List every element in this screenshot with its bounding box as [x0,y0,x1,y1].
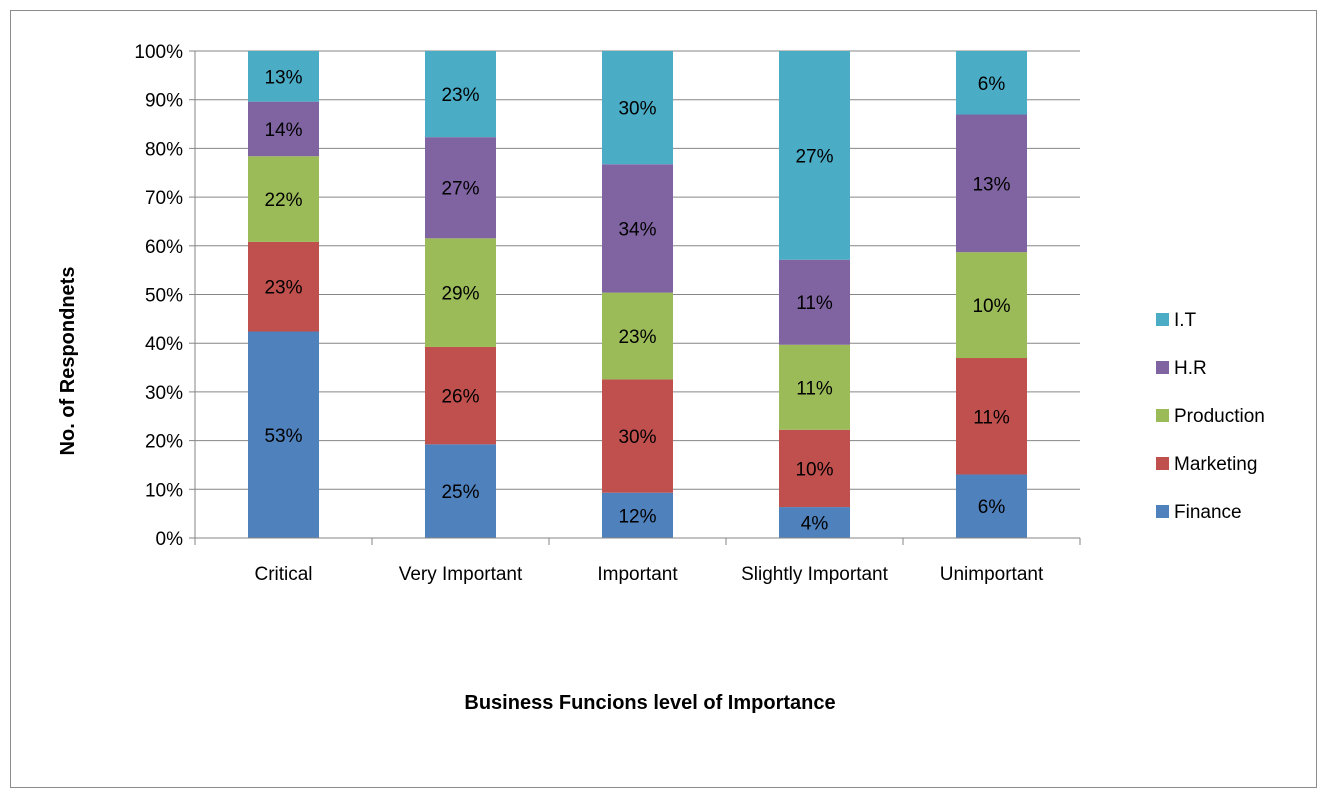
bar-finance-2 [425,444,496,538]
bar-h-r-1 [248,101,319,157]
data-label: 4% [801,514,829,535]
x-tick-label: Critical [254,564,312,585]
data-label: 14% [264,120,302,141]
data-label: 11% [796,293,833,314]
legend-swatch [1156,361,1169,374]
data-label: 27% [441,179,479,200]
data-label: 30% [618,427,656,448]
data-label: 22% [264,190,302,211]
bar-i-t-1 [248,51,319,102]
legend-swatch [1156,457,1169,470]
data-label: 12% [618,506,656,527]
data-label: 23% [264,278,302,299]
legend-label: H.R [1174,358,1207,379]
y-tick-label: 80% [145,139,183,160]
y-tick-label: 50% [145,286,183,307]
data-label: 13% [264,67,302,88]
data-label: 23% [618,327,656,348]
legend-swatch [1156,505,1169,518]
y-tick-label: 30% [145,383,183,404]
bar-h-r-5 [956,114,1027,253]
data-label: 10% [795,459,833,480]
y-tick-labels: 0% 10% 20% 30% 40% 50% 60% 70% 80% 90% 100% [134,42,183,550]
data-label: 6% [978,74,1006,95]
bar-i-t-3 [602,51,673,165]
bar-h-r-2 [425,137,496,239]
bar-production-3 [602,292,673,380]
y-tick-label: 90% [145,91,183,112]
data-label: 26% [441,387,479,408]
data-label: 13% [972,174,1010,195]
bar-marketing-4 [779,429,850,508]
data-label: 27% [795,146,833,167]
x-axis-title: Business Funcions level of Importance [464,692,835,714]
data-label: 34% [618,219,656,240]
legend-swatch [1156,409,1169,422]
legend-swatch [1156,313,1169,326]
bar-finance-3 [602,492,673,538]
bar-i-t-5 [956,51,1027,115]
y-tick-label: 60% [145,237,183,258]
data-labels: 53% 23% 22% 14% 13% 25% 26% 29% 27% 23% 12% 30% 23% 3… [264,67,1010,534]
bar-marketing-5 [956,358,1027,475]
bar-marketing-1 [248,241,319,332]
data-label: 11% [973,407,1010,428]
legend-label: Production [1174,406,1265,427]
legend-label: Marketing [1174,454,1257,475]
bar-finance-5 [956,474,1027,538]
axes [189,50,1081,545]
x-tick-label: Unimportant [940,564,1044,585]
data-label: 53% [264,426,302,447]
y-tick-label: 40% [145,334,183,355]
legend-label: Finance [1174,502,1242,523]
x-tick-label: Slightly Important [741,564,889,585]
legend-label: I.T [1174,310,1197,331]
x-tick-label: Important [597,564,678,585]
data-label: 6% [978,497,1006,518]
data-label: 29% [441,284,479,305]
x-tick-labels: Critical Very Important Important Slightly … [254,564,1043,585]
bar-marketing-2 [425,346,496,445]
bar-finance-1 [248,331,319,538]
bar-marketing-3 [602,379,673,493]
data-label: 25% [441,482,479,503]
y-tick-label: 10% [145,480,183,501]
y-tick-label: 100% [134,42,183,63]
legend: I.T H.R Production Marketing Finance [1156,310,1265,523]
bar-i-t-2 [425,51,496,138]
bar-finance-4 [779,507,850,538]
bar-h-r-3 [602,164,673,293]
y-tick-label: 0% [156,529,184,550]
y-tick-label: 20% [145,432,183,453]
bar-production-4 [779,344,850,430]
bar-production-1 [248,156,319,242]
bar-h-r-4 [779,259,850,345]
y-axis-title: No. of Respondnets [57,267,79,456]
bar-i-t-4 [779,51,850,260]
bar-production-5 [956,252,1027,359]
data-label: 11% [796,378,833,399]
data-label: 10% [972,296,1010,317]
bar-production-2 [425,238,496,347]
x-tick-label: Very Important [399,564,523,585]
data-label: 23% [441,85,479,106]
y-tick-label: 70% [145,188,183,209]
data-label: 30% [618,99,656,120]
bars [248,51,1027,538]
